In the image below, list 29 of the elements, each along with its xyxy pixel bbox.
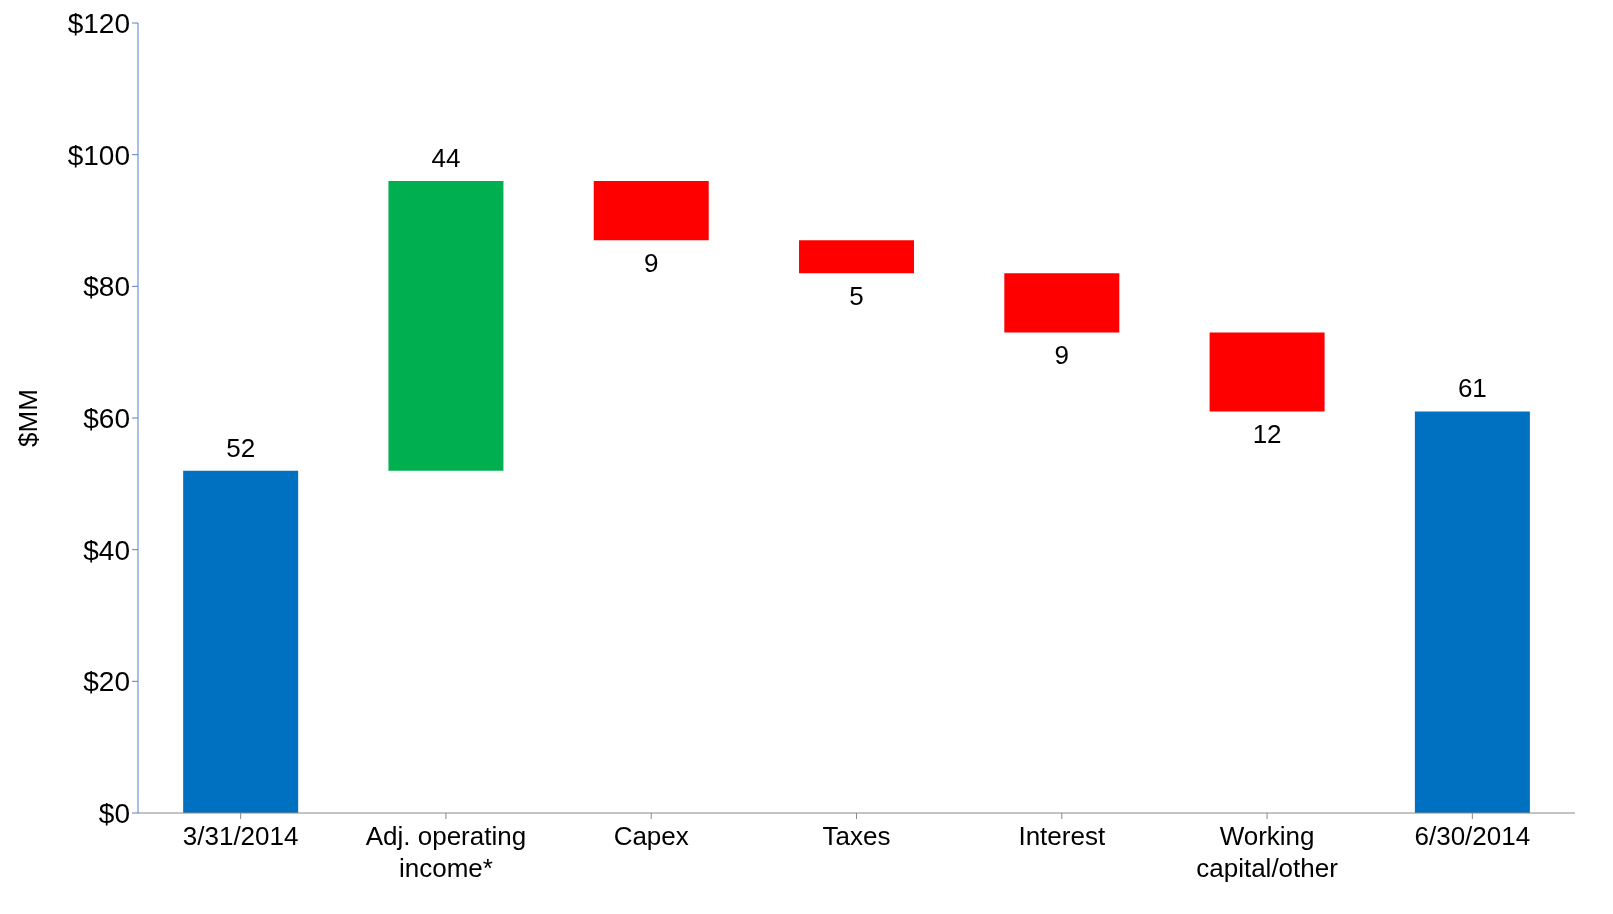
- bar: [1004, 273, 1120, 333]
- bar: [593, 181, 709, 241]
- y-tick-label: $80: [83, 271, 130, 303]
- y-tick-label: $100: [67, 139, 130, 171]
- bar: [388, 181, 504, 471]
- x-tick-label: 3/31/2014: [182, 821, 299, 851]
- x-tick-label: Adj. operating income*: [365, 821, 527, 883]
- data-label: 44: [431, 143, 461, 173]
- y-axis-title: $MM: [13, 389, 44, 447]
- y-tick-label: $0: [98, 797, 130, 829]
- x-tick-label: Interest: [1018, 821, 1106, 851]
- y-tick-label: $20: [83, 666, 130, 698]
- bar: [183, 470, 299, 813]
- x-tick-label: Working capital/other: [1196, 821, 1339, 883]
- y-tick-label: $60: [83, 402, 130, 434]
- data-label: 5: [849, 281, 864, 312]
- bar: [1414, 411, 1530, 813]
- data-label: 52: [226, 432, 256, 463]
- bar: [799, 240, 915, 274]
- x-tick-label: Taxes: [822, 821, 891, 851]
- y-tick-label: $120: [67, 7, 130, 39]
- data-label: 9: [644, 248, 659, 279]
- data-label: 12: [1252, 419, 1282, 450]
- x-tick-label: 6/30/2014: [1414, 821, 1531, 851]
- x-tick-label: Capex: [613, 821, 689, 851]
- data-label: 61: [1457, 373, 1487, 404]
- y-tick-label: $40: [83, 534, 130, 566]
- bar: [1209, 332, 1325, 412]
- data-label: 9: [1054, 340, 1070, 371]
